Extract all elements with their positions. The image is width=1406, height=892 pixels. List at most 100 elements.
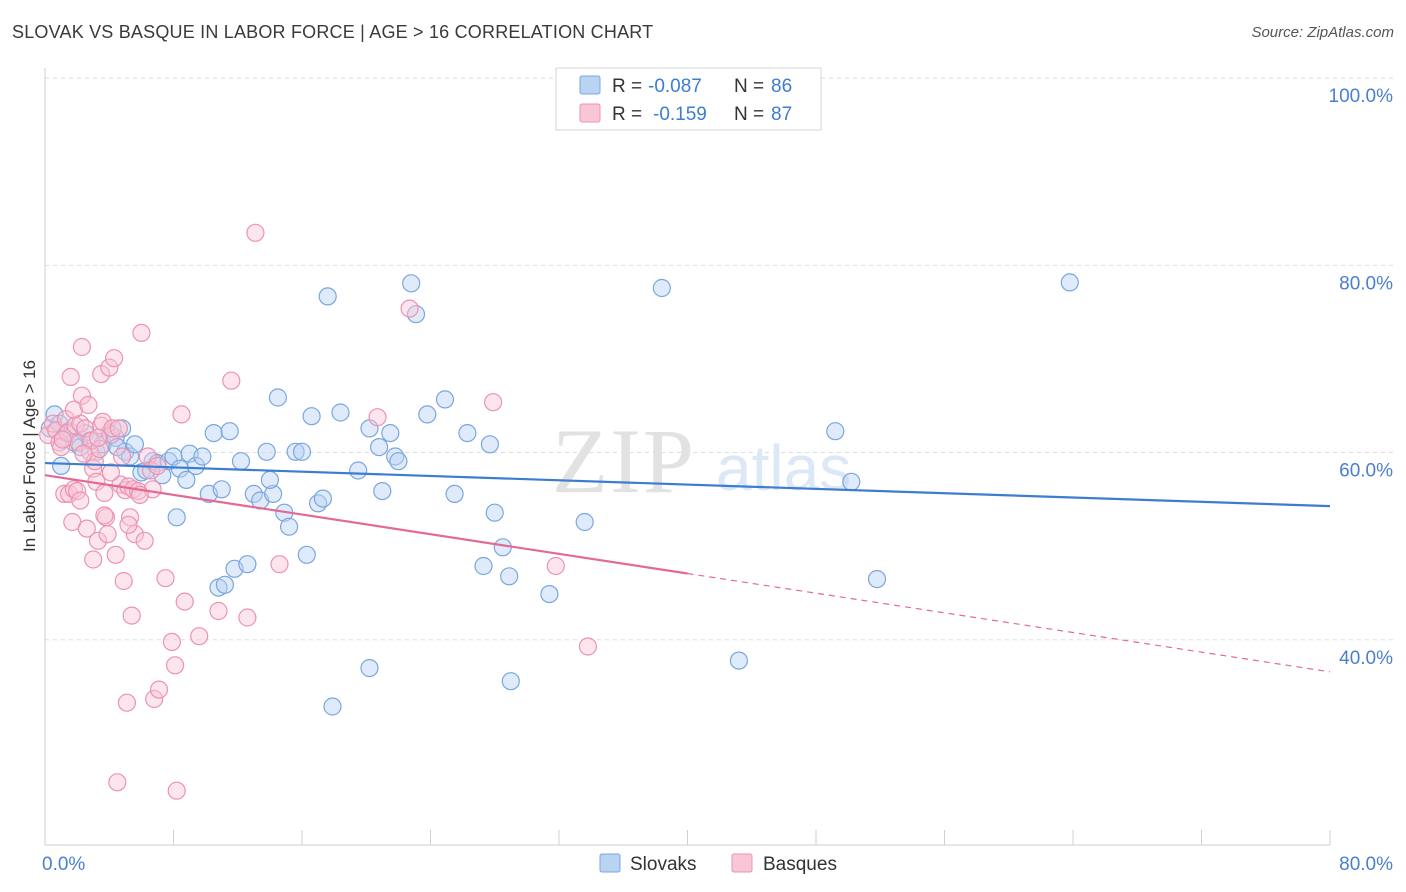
data-point — [156, 569, 175, 588]
data-point — [117, 693, 137, 712]
legend-bottom-swatch-basques — [731, 853, 753, 873]
x-tick-label: 80.0% — [1339, 854, 1393, 875]
data-point — [1060, 273, 1079, 292]
series-slovaks-points — [40, 273, 1079, 716]
data-point — [186, 456, 206, 475]
data-point — [95, 483, 114, 503]
data-point — [79, 395, 98, 415]
data-point — [193, 447, 212, 466]
data-point — [132, 323, 151, 342]
data-point — [246, 223, 265, 242]
data-point — [729, 651, 749, 670]
data-point — [280, 517, 299, 536]
data-point — [138, 447, 157, 466]
legend-r-value-slovaks: -0.087 — [648, 76, 702, 97]
data-point — [826, 422, 845, 441]
data-point — [445, 484, 464, 503]
trend-line — [44, 461, 1331, 508]
x-tick-labels: 0.0% 80.0% — [42, 854, 1393, 875]
data-point — [575, 512, 594, 532]
data-point — [435, 390, 455, 409]
watermark-atlas: atlas — [716, 432, 851, 504]
data-point — [458, 424, 477, 443]
data-point — [238, 608, 257, 627]
data-point — [389, 452, 408, 471]
legend-r-value-basques: -0.159 — [653, 104, 707, 125]
legend-swatch-slovaks — [579, 75, 601, 95]
data-point — [121, 508, 140, 527]
data-point — [71, 491, 90, 510]
data-point — [231, 452, 251, 471]
data-point — [484, 393, 503, 412]
data-point — [100, 358, 119, 377]
legend-bottom-label-slovaks: Slovaks — [630, 854, 697, 875]
data-point — [501, 672, 520, 691]
data-point — [61, 367, 80, 386]
data-point — [313, 489, 332, 508]
data-point — [112, 447, 132, 466]
data-point — [652, 278, 671, 298]
data-point — [485, 503, 504, 522]
watermark-zip: ZIP — [552, 410, 696, 512]
data-point — [177, 470, 196, 489]
data-point — [268, 388, 287, 407]
legend-swatch-basques — [579, 103, 601, 123]
legend-n-value-basques: 87 — [771, 104, 792, 125]
data-point — [125, 525, 144, 544]
data-point — [373, 482, 392, 501]
chart-title: SLOVAK VS BASQUE IN LABOR FORCE | AGE > … — [12, 22, 654, 42]
data-point — [51, 456, 71, 475]
data-point — [101, 463, 121, 482]
trend-line-extension — [687, 572, 1331, 673]
data-point — [400, 299, 419, 318]
watermark: ZIP atlas — [552, 410, 851, 512]
data-point — [172, 405, 191, 424]
data-point — [88, 531, 108, 550]
data-point — [125, 435, 144, 454]
data-point — [77, 519, 96, 538]
data-point — [493, 538, 512, 557]
y-axis-label: In Labor Force | Age > 16 — [20, 360, 39, 552]
data-point — [84, 550, 103, 569]
data-point — [135, 531, 154, 550]
data-point — [418, 405, 437, 424]
data-point — [175, 592, 194, 611]
data-point — [302, 407, 321, 426]
data-point — [402, 274, 421, 293]
y-tick-label: 100.0% — [1329, 86, 1394, 107]
data-point — [540, 584, 559, 604]
legend-n-label-basques: N = — [734, 104, 764, 125]
data-point — [381, 424, 400, 443]
data-point — [546, 556, 565, 576]
data-point — [95, 506, 114, 525]
data-point — [331, 403, 350, 422]
data-point — [104, 349, 124, 368]
data-point — [209, 601, 228, 621]
y-tick-label: 40.0% — [1339, 648, 1393, 669]
data-point — [215, 575, 234, 594]
data-point — [45, 405, 64, 424]
data-point — [270, 555, 289, 574]
data-point — [167, 781, 186, 800]
data-point — [220, 422, 239, 441]
data-point — [72, 337, 92, 357]
data-point — [167, 508, 186, 527]
data-point — [98, 525, 117, 544]
legend-n-label-slovaks: N = — [734, 76, 764, 97]
source-note: Source: ZipAtlas.com — [1251, 24, 1394, 41]
legend-bottom-label-basques: Basques — [763, 854, 837, 875]
data-point — [108, 773, 127, 792]
trend-lines — [44, 461, 1331, 673]
data-point — [162, 632, 181, 652]
legend-n-value-slovaks: 86 — [771, 76, 792, 97]
data-point — [297, 545, 316, 564]
data-point — [149, 680, 169, 699]
y-tick-label: 60.0% — [1339, 461, 1393, 482]
data-point — [166, 656, 185, 675]
data-point — [212, 480, 231, 499]
data-point — [578, 637, 598, 656]
legend-bottom-swatch-slovaks — [599, 853, 621, 873]
data-point — [318, 287, 337, 306]
legend-top: R = -0.087 N = 86 R = -0.159 N = 87 — [555, 67, 822, 131]
